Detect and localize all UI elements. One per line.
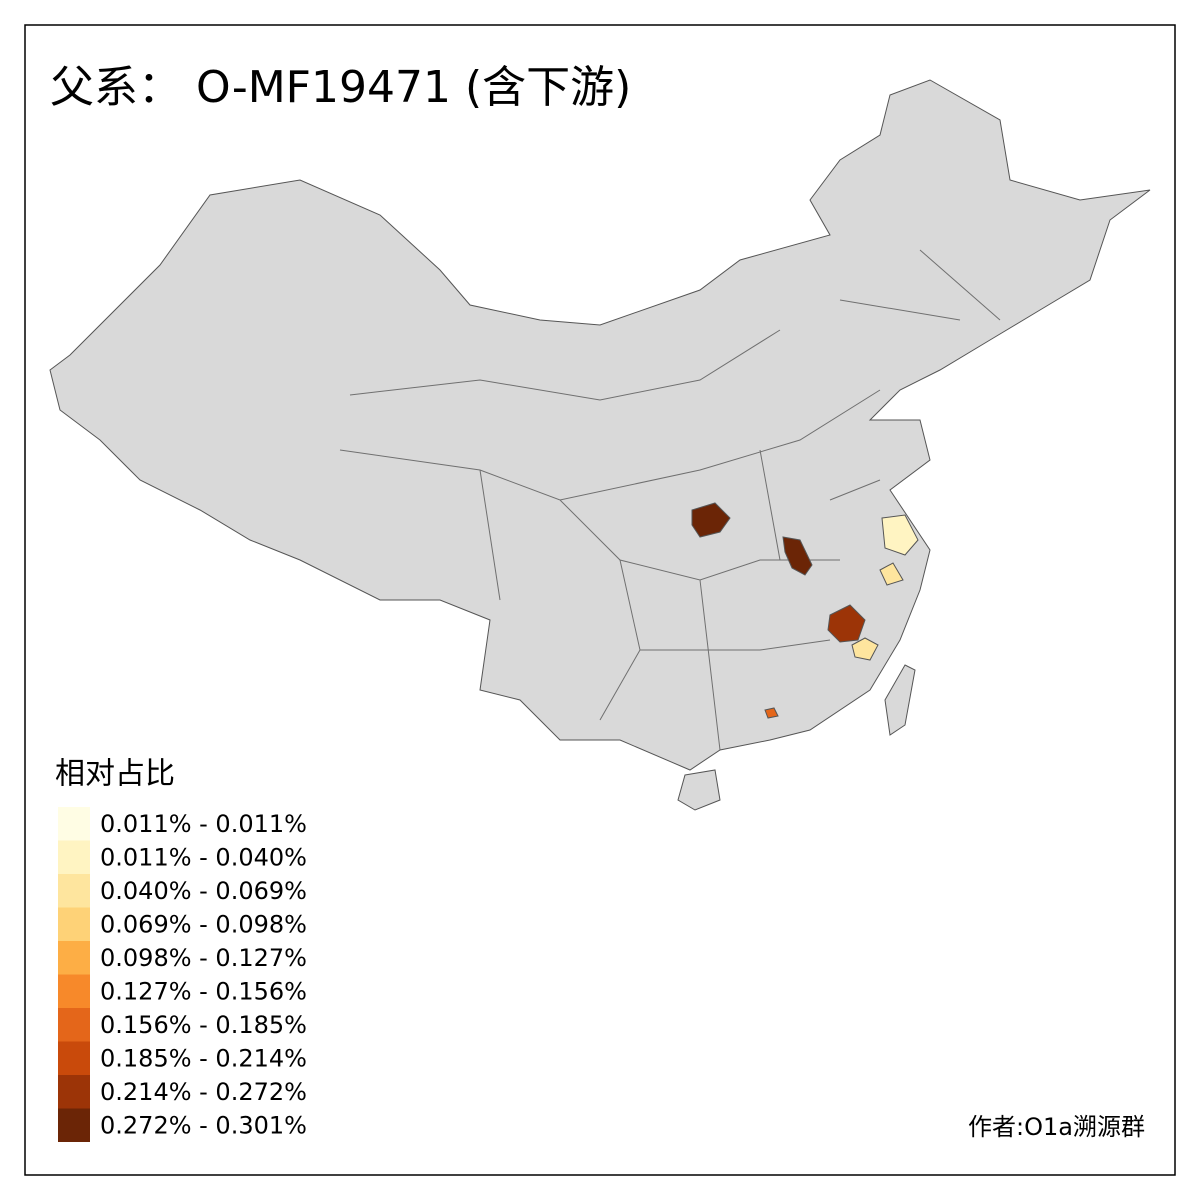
legend-swatch — [58, 1008, 90, 1042]
legend-swatch — [58, 807, 90, 841]
legend-label: 0.011% - 0.011% — [100, 810, 307, 838]
legend-label: 0.040% - 0.069% — [100, 877, 307, 905]
legend-label: 0.185% - 0.214% — [100, 1045, 307, 1073]
region — [881, 514, 919, 556]
legend-swatch — [58, 1075, 90, 1109]
region — [691, 502, 731, 538]
legend-swatch — [58, 1041, 90, 1075]
taiwan — [884, 664, 916, 736]
china-map — [49, 79, 1151, 811]
map-title: 父系： O-MF19471 (含下游) — [50, 62, 631, 113]
legend-label: 0.098% - 0.127% — [100, 944, 307, 972]
legend-label: 0.214% - 0.272% — [100, 1078, 307, 1106]
highlighted-regions — [691, 502, 919, 719]
region — [851, 637, 879, 661]
legend-swatch — [58, 1108, 90, 1142]
region — [782, 536, 813, 576]
legend-label: 0.069% - 0.098% — [100, 911, 307, 939]
region — [827, 604, 866, 643]
province-borders — [339, 249, 1001, 751]
legend-swatch — [58, 907, 90, 941]
region — [879, 562, 904, 586]
hainan — [677, 769, 721, 811]
region — [764, 707, 779, 719]
legend-swatch — [58, 974, 90, 1008]
legend-label: 0.011% - 0.040% — [100, 844, 307, 872]
legend: 0.011% - 0.011% 0.011% - 0.040% 0.040% - 0… — [58, 807, 307, 1142]
legend-label: 0.156% - 0.185% — [100, 1011, 307, 1039]
legend-swatch — [58, 874, 90, 908]
legend-swatch — [58, 840, 90, 874]
credit: 作者:O1a溯源群 — [968, 1113, 1145, 1141]
legend-swatch — [58, 941, 90, 975]
legend-title: 相对占比 — [55, 757, 175, 792]
legend-label: 0.272% - 0.301% — [100, 1112, 307, 1140]
legend-label: 0.127% - 0.156% — [100, 978, 307, 1006]
country-outline — [49, 79, 1151, 771]
